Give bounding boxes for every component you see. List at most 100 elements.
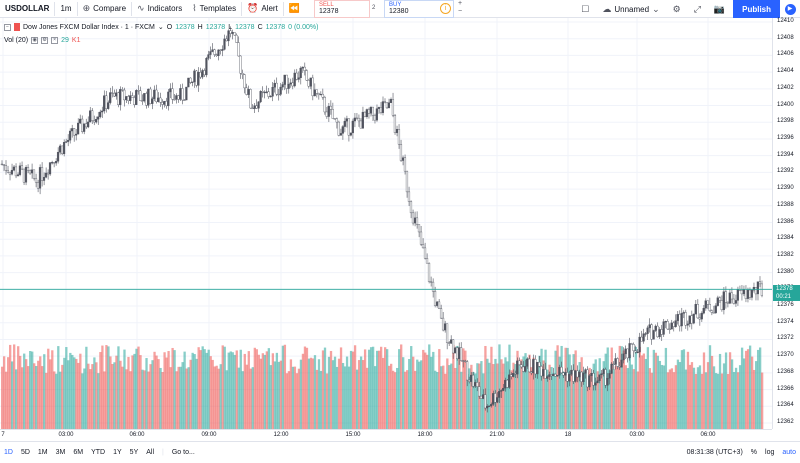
candle (610, 363, 613, 374)
volume-bar (189, 359, 192, 429)
volume-bar (7, 357, 10, 429)
candle (620, 359, 623, 368)
close-icon[interactable]: × (51, 37, 59, 44)
buy-button[interactable]: BUY 12380 (384, 0, 454, 18)
price-chart[interactable] (0, 18, 772, 429)
compare-button[interactable]: ⊕ Compare (78, 0, 131, 18)
volume-bar (207, 349, 210, 429)
volume-bar (237, 367, 240, 429)
candle (36, 182, 40, 189)
volume-bar (353, 345, 357, 429)
candle (632, 344, 635, 351)
candle (570, 369, 573, 375)
goto-button[interactable]: Go to... (171, 448, 195, 456)
candle (626, 348, 629, 359)
candle (528, 358, 531, 373)
volume-bar (706, 362, 710, 429)
volume-bar (229, 351, 232, 429)
volume-bar (588, 367, 591, 429)
range-6m[interactable]: 6M (73, 448, 84, 456)
eye-icon[interactable]: ◉ (31, 37, 39, 44)
log-toggle[interactable]: log (765, 449, 775, 456)
volume-bar (634, 347, 637, 429)
clock[interactable]: 08:31:38 (UTC+3) (686, 449, 743, 456)
range-3m[interactable]: 3M (55, 448, 66, 456)
quantity-stepper[interactable]: + − (457, 0, 463, 15)
candle (231, 32, 234, 34)
candle (87, 121, 90, 128)
candle (652, 330, 655, 340)
candle (588, 375, 591, 388)
volume-bar (554, 350, 557, 429)
fullscreen-toggle-button[interactable]: ☐ (576, 0, 597, 18)
candle (52, 162, 56, 164)
volume-bar (452, 344, 455, 429)
range-5y[interactable]: 5Y (129, 448, 139, 456)
candle (147, 88, 150, 106)
volume-bars (1, 344, 764, 429)
volume-bar (412, 356, 415, 429)
price-axis[interactable]: 12410 12408 12406 12404 12402 12400 12398 12396… (772, 18, 800, 429)
price-tick: 12364 (777, 402, 794, 409)
candle (694, 304, 697, 315)
range-all[interactable]: All (146, 448, 155, 456)
volume-bar (570, 373, 573, 429)
chevron-down-icon[interactable]: ⌄ (157, 24, 164, 31)
candle (24, 167, 28, 183)
play-button[interactable]: ▶ (780, 0, 800, 18)
templates-button[interactable]: ⌇ Templates (187, 0, 241, 18)
volume-bar (398, 349, 401, 429)
volume-bar (95, 362, 98, 429)
candle (331, 109, 334, 119)
candle (730, 292, 733, 300)
candle (530, 371, 533, 374)
interval-button[interactable]: 1m (60, 4, 72, 13)
range-1y[interactable]: 1Y (113, 448, 122, 456)
candle (572, 369, 575, 382)
close-value: 12378 (265, 23, 286, 31)
layout-button[interactable]: ☁ Unnamed ⌄ (597, 0, 667, 18)
percent-toggle[interactable]: % (750, 449, 758, 456)
settings-button[interactable]: ⚙ (668, 0, 689, 18)
volume-bar (377, 350, 381, 429)
volume-bar (361, 360, 365, 429)
volume-bar (205, 352, 208, 429)
volume-bar (556, 345, 559, 429)
candle (187, 77, 190, 88)
range-1m[interactable]: 1M (37, 448, 48, 456)
candle (712, 312, 715, 314)
range-5d[interactable]: 5D (20, 448, 30, 456)
volume-bar (648, 368, 652, 429)
candle (600, 373, 603, 375)
alarm-clock-icon: ⏰ (247, 3, 259, 13)
publish-button[interactable]: Publish (733, 0, 780, 18)
volume-bar (115, 355, 118, 429)
replay-button[interactable]: ⏪ (284, 0, 308, 18)
candle (209, 51, 212, 55)
snapshot-button[interactable]: 📷 (709, 0, 733, 18)
candle (612, 363, 615, 366)
volume-bar (486, 358, 489, 429)
range-ytd[interactable]: YTD (91, 448, 106, 456)
volume-bar (339, 347, 343, 429)
candle (107, 102, 110, 109)
indicators-button[interactable]: ∿ Indicators (132, 0, 187, 18)
range-1d[interactable]: 1D (4, 448, 13, 456)
sell-button[interactable]: SELL 12378 (314, 0, 370, 18)
volume-bar (568, 354, 571, 429)
candle (165, 100, 168, 107)
candle (518, 360, 521, 365)
volume-bar (460, 371, 463, 429)
time-axis[interactable]: 7 03:00 06:00 09:00 12:00 15:00 18:00 21:00 18 03… (0, 429, 772, 441)
collapse-icon[interactable]: − (4, 23, 11, 31)
settings-icon[interactable]: ⚙ (41, 37, 49, 44)
symbol-search[interactable]: USDOLLAR (5, 4, 50, 13)
alert-button[interactable]: ⏰ Alert (242, 0, 283, 18)
candles (0, 26, 764, 413)
volume-bar (622, 350, 625, 429)
info-icon[interactable]: i (440, 3, 451, 14)
candle (592, 373, 595, 386)
fullscreen-button[interactable]: ⤢ (689, 0, 709, 18)
auto-toggle[interactable]: auto (782, 449, 796, 456)
candle (754, 286, 757, 295)
